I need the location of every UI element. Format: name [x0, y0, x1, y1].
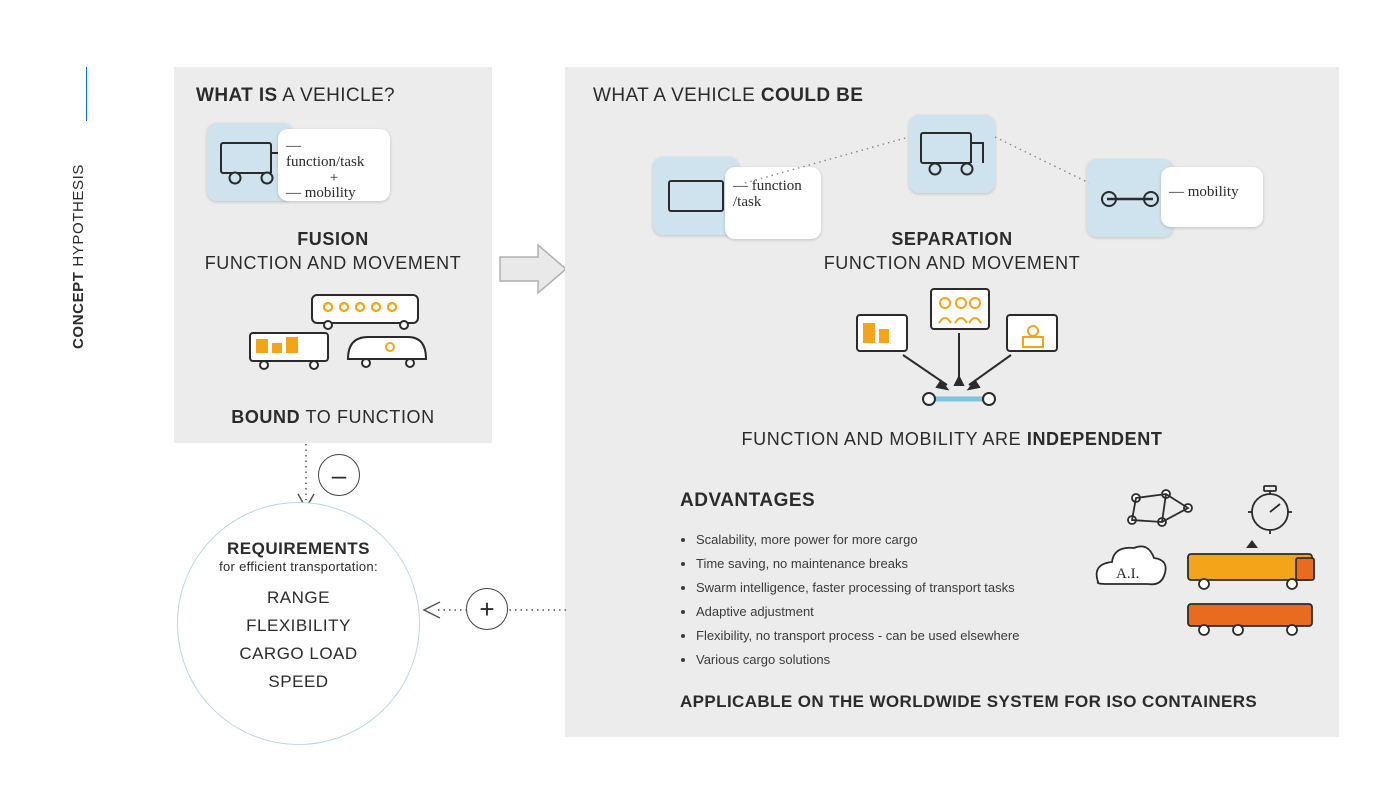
- note-plus: +: [286, 171, 382, 187]
- footer-line: APPLICABLE ON THE WORLDWIDE SYSTEM FOR I…: [680, 692, 1257, 712]
- requirements-circle: REQUIREMENTS for efficient transportatio…: [177, 502, 420, 745]
- req-subtitle: for efficient transportation:: [178, 559, 419, 574]
- transition-arrow-icon: [494, 239, 572, 299]
- note-line1: — function/task: [286, 139, 382, 171]
- req-item: SPEED: [178, 672, 419, 692]
- note-line2: — mobility: [286, 186, 382, 202]
- advantages-list: Scalability, more power for more cargoTi…: [680, 528, 1019, 672]
- caption-independent: FUNCTION AND MOBILITY ARE INDEPENDENT: [565, 427, 1339, 451]
- card-note-fused: — function/task + — mobility: [278, 129, 390, 201]
- advantage-item: Adaptive adjustment: [696, 600, 1019, 624]
- caption-fusion: FUSION FUNCTION AND MOVEMENT: [174, 227, 492, 276]
- req-item: FLEXIBILITY: [178, 616, 419, 636]
- advantage-item: Flexibility, no transport process - can …: [696, 624, 1019, 648]
- ai-label: A.I.: [1116, 566, 1139, 582]
- advantage-item: Swarm intelligence, faster processing of…: [696, 576, 1019, 600]
- right-title: WHAT A VEHICLE COULD BE: [593, 85, 863, 107]
- accent-line: [86, 67, 87, 121]
- concept-diagram: CONCEPT HYPOTHESIS WHAT IS A VEHICLE? — …: [0, 0, 1400, 788]
- section-label-text: CONCEPT HYPOTHESIS: [70, 164, 87, 349]
- advantage-item: Time saving, no maintenance breaks: [696, 552, 1019, 576]
- independent-sketch-icon: [837, 285, 1077, 417]
- caption-bound: BOUND TO FUNCTION: [174, 405, 492, 429]
- req-item: RANGE: [178, 588, 419, 608]
- minus-badge: –: [318, 454, 360, 496]
- plus-badge: +: [466, 588, 508, 630]
- req-title: REQUIREMENTS: [227, 539, 370, 558]
- left-title: WHAT IS A VEHICLE?: [196, 85, 395, 107]
- advantages-block: ADVANTAGES Scalability, more power for m…: [680, 490, 1019, 672]
- section-label: CONCEPT HYPOTHESIS: [78, 67, 98, 317]
- req-item: CARGO LOAD: [178, 644, 419, 664]
- plus-label: +: [479, 594, 494, 625]
- card-note-mobility: — mobility: [1161, 167, 1263, 227]
- minus-label: –: [332, 460, 346, 491]
- note-mobility-text: — mobility: [1169, 185, 1255, 201]
- vehicles-sketch-icon: [244, 289, 434, 385]
- advantage-item: Scalability, more power for more cargo: [696, 528, 1019, 552]
- panel-what-is: WHAT IS A VEHICLE? — function/task + — m…: [174, 67, 492, 443]
- advantages-doodles-icon: A.I.: [1092, 484, 1332, 654]
- card-connectors: [733, 127, 1153, 227]
- caption-separation: SEPARATION FUNCTION AND MOVEMENT: [565, 227, 1339, 276]
- advantages-title: ADVANTAGES: [680, 490, 1019, 512]
- advantage-item: Various cargo solutions: [696, 648, 1019, 672]
